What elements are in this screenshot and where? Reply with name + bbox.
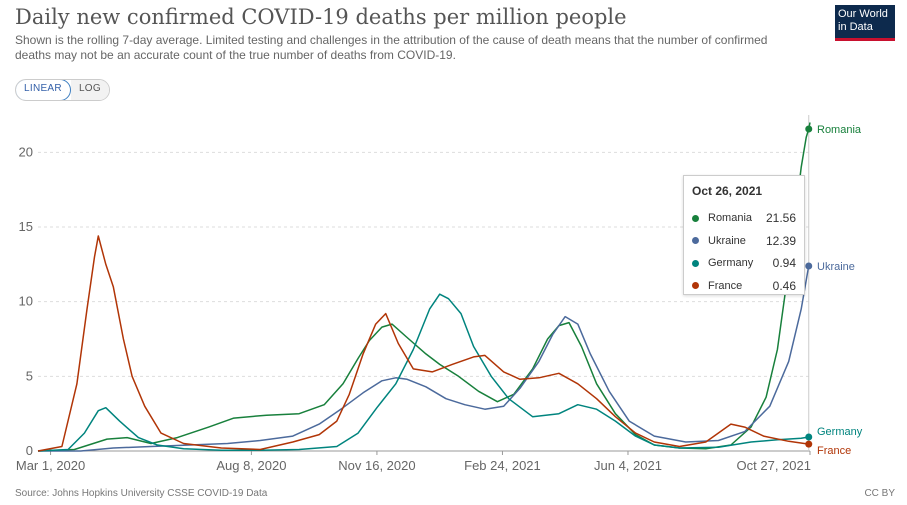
tooltip-value: 0.94 [772,256,796,271]
y-tick-label: 5 [26,368,33,383]
page-title: Daily new confirmed COVID-19 deaths per … [15,5,627,29]
end-point-romania [805,125,813,133]
tooltip-name: France [708,279,743,292]
y-tick-label: 15 [19,219,33,234]
series-label-germany: Germany [817,426,863,438]
series-line-ukraine [38,265,811,452]
tooltip-row-ukraine: Ukraine 12.39 [692,230,796,253]
hover-tooltip: Oct 26, 2021 Romania 21.56 Ukraine 12.39… [683,175,805,295]
page-subtitle: Shown is the rolling 7-day average. Limi… [15,33,768,62]
owid-logo[interactable]: Our World in Data [835,5,895,41]
tooltip-name: Germany [708,257,754,270]
x-tick-label: Oct 27, 2021 [737,458,811,473]
x-tick-label: Aug 8, 2020 [216,458,286,473]
tooltip-name: Ukraine [708,234,746,247]
y-tick-label: 0 [26,443,33,458]
series-label-france: France [817,445,851,457]
germany-dot-icon [692,259,699,267]
y-tick-label: 20 [19,144,33,159]
end-point-ukraine [805,262,813,270]
tooltip-value: 0.46 [772,278,796,293]
series-line-romania [37,122,811,452]
logo-line-2: in Data [838,21,873,33]
tooltip-date: Oct 26, 2021 [692,184,763,198]
tooltip-value: 21.56 [765,211,796,226]
y-tick-label: 10 [19,294,33,309]
tooltip-row-france: France 0.46 [692,275,796,298]
tooltip-name: Romania [708,212,753,225]
log-scale-button[interactable]: LOG [70,80,109,100]
ukraine-dot-icon [692,237,699,245]
x-tick-label: Mar 1, 2020 [16,458,85,473]
scale-toggle: LINEAR LOG [15,79,110,101]
tooltip-value: 12.39 [765,233,796,248]
end-point-germany [805,433,813,441]
france-dot-icon [692,282,699,290]
series-label-ukraine: Ukraine [817,261,855,273]
license-link[interactable]: CC BY [864,488,895,499]
romania-dot-icon [692,214,699,222]
series-label-romania: Romania [817,124,862,136]
x-tick-label: Feb 24, 2021 [464,458,541,473]
series-line-france [37,235,811,452]
x-tick-label: Nov 16, 2020 [338,458,415,473]
logo-line-1: Our World [838,8,888,20]
end-point-france [805,440,813,448]
source-note[interactable]: Source: Johns Hopkins University CSSE CO… [15,488,268,499]
x-tick-label: Jun 4, 2021 [594,458,662,473]
series-line-germany [37,293,811,452]
tooltip-row-germany: Germany 0.94 [692,252,796,275]
tooltip-row-romania: Romania 21.56 [692,207,796,230]
linear-scale-button[interactable]: LINEAR [15,80,71,100]
